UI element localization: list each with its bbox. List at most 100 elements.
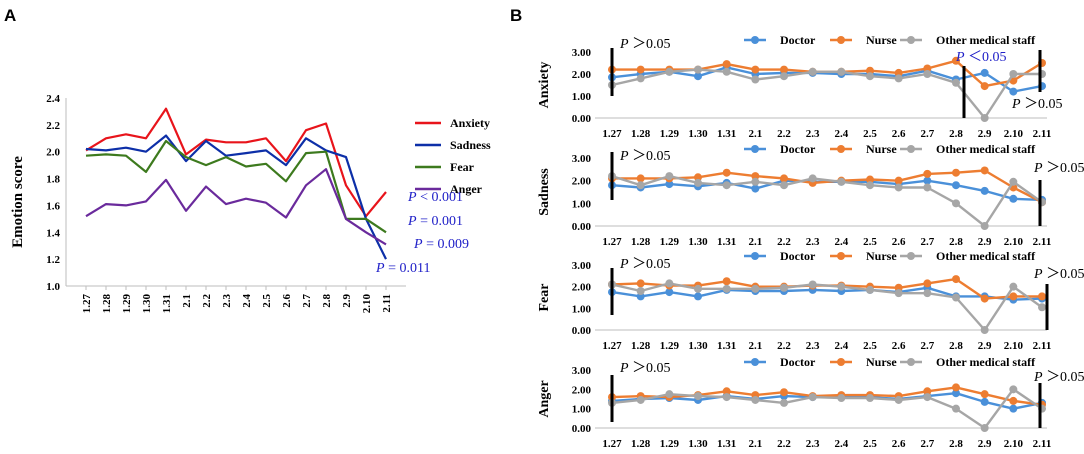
p-value-text: ＞0.05 (1021, 97, 1063, 112)
x-tick-label: 1.27 (602, 340, 622, 352)
data-point-other-medical-staff (636, 287, 645, 295)
x-tick-label: 1.29 (121, 294, 133, 314)
p-symbol: P (619, 37, 629, 52)
data-point-nurse (923, 64, 932, 73)
subchart-anger: 0.00 1.00 2.00 3.00 1.27 1.28 1.29 1.30 1.31 2.1 2… (537, 355, 1084, 450)
p-symbol: P (1033, 267, 1043, 282)
x-tick-label: 2.11 (1033, 236, 1052, 248)
data-point-other-medical-staff (980, 424, 989, 432)
x-tick-label: 2.3 (806, 128, 820, 140)
x-tick-label: 2.10 (1004, 340, 1024, 352)
p-symbol: P (375, 261, 385, 276)
legend-marker (751, 358, 759, 366)
x-tick-label: 2.10 (1004, 128, 1024, 140)
data-point-other-medical-staff (722, 67, 731, 76)
data-point-nurse (1038, 292, 1046, 301)
x-tick-label: 2.3 (806, 438, 820, 450)
x-tick-label: 1.30 (688, 340, 708, 352)
subchart-anxiety: 0.00 1.00 2.00 3.00 1.27 1.28 1.29 1.30 1.31 2.1 2… (537, 33, 1063, 140)
y-tick-label: 1.0 (46, 281, 60, 293)
y-tick-label: 3.00 (572, 260, 592, 272)
legend-label: Nurse (866, 355, 897, 369)
p-value-text: ＞0.05 (629, 149, 671, 164)
data-point-doctor (1009, 194, 1018, 203)
data-point-nurse (866, 66, 874, 75)
data-point-doctor (694, 72, 702, 81)
p-value-annotation: P = 0.001 (407, 214, 463, 229)
data-point-other-medical-staff (866, 285, 874, 294)
legend-label: Other medical staff (936, 249, 1036, 263)
p-symbol: P (1033, 161, 1043, 176)
data-point-other-medical-staff (866, 72, 874, 81)
x-tick-label: 2.9 (978, 438, 992, 450)
p-value-annotation: P < 0.001 (407, 190, 463, 205)
y-axis-title-a: Emotion score (10, 156, 26, 248)
x-tick-label: 2.7 (920, 340, 934, 352)
legend-marker (837, 145, 845, 153)
series-line-nurse (611, 386, 1043, 406)
y-tick-label: 3.00 (572, 153, 592, 165)
y-tick-label: 2.00 (572, 69, 592, 81)
data-point-other-medical-staff (722, 181, 731, 190)
p-symbol: P (619, 149, 629, 164)
data-point-other-medical-staff (1009, 282, 1018, 291)
legend-marker (751, 145, 759, 153)
series-line-sadness (85, 134, 387, 260)
x-tick-label: 2.4 (834, 340, 848, 352)
x-tick-label: 2.9 (978, 340, 992, 352)
x-tick-label: 2.3 (806, 340, 820, 352)
p-value-text: ＞0.05 (1043, 370, 1084, 385)
x-tick-label: 2.7 (920, 438, 934, 450)
data-point-other-medical-staff (1009, 70, 1018, 78)
legend-label: Other medical staff (936, 33, 1036, 47)
data-point-nurse (636, 279, 645, 288)
p-symbol: P (619, 257, 629, 272)
data-point-other-medical-staff (923, 289, 932, 298)
data-point-nurse (980, 390, 989, 399)
data-point-other-medical-staff (808, 280, 817, 289)
x-tick-label: 1.30 (688, 236, 708, 248)
subchart-fear: 0.00 1.00 2.00 3.00 1.27 1.28 1.29 1.30 1.31 2.1 2… (537, 249, 1084, 352)
y-axis-title: Sadness (537, 168, 552, 216)
p-symbol: P (407, 190, 417, 205)
data-point-nurse (894, 68, 903, 77)
x-tick-label: 2.11 (381, 294, 393, 313)
x-tick-label: 1.29 (660, 128, 680, 140)
y-tick-label: 1.00 (572, 198, 592, 210)
legend-label: Doctor (780, 33, 816, 47)
legend-label-fear: Fear (450, 160, 475, 174)
p-value-annotation: P = 0.011 (375, 261, 430, 276)
y-tick-label: 1.4 (46, 227, 60, 239)
data-point-nurse (1009, 396, 1018, 405)
data-point-other-medical-staff (751, 284, 760, 293)
y-tick-label: 1.6 (46, 200, 60, 212)
data-point-nurse (722, 168, 731, 177)
data-point-other-medical-staff (694, 65, 702, 74)
y-tick-label: 2.4 (46, 93, 60, 105)
data-point-other-medical-staff (894, 289, 903, 298)
y-tick-label: 1.00 (572, 303, 592, 315)
x-tick-label: 2.2 (777, 128, 791, 140)
legend-marker (907, 36, 915, 44)
data-point-nurse (751, 65, 760, 74)
x-tick-label: 2.8 (949, 236, 963, 248)
x-tick-label: 2.5 (261, 294, 273, 308)
p-value-annotation: P ＞0.05 (1011, 97, 1063, 112)
data-point-doctor (952, 389, 960, 398)
data-point-other-medical-staff (837, 282, 846, 291)
data-point-doctor (665, 288, 674, 297)
data-point-nurse (780, 174, 788, 183)
data-point-other-medical-staff (837, 177, 846, 186)
panel-label-a: A (4, 6, 16, 25)
x-tick-label: 1.31 (717, 236, 736, 248)
data-point-doctor (1009, 87, 1018, 96)
data-point-nurse (751, 172, 760, 181)
y-tick-label: 1.00 (572, 91, 592, 103)
y-tick-label: 0.00 (572, 221, 592, 233)
p-value-text: ＞0.05 (1043, 267, 1084, 282)
data-point-other-medical-staff (952, 404, 960, 413)
x-tick-label: 2.6 (892, 236, 906, 248)
y-tick-label: 2.2 (46, 120, 60, 132)
y-tick-label: 3.00 (572, 365, 592, 377)
y-tick-label: 2.00 (572, 384, 592, 396)
